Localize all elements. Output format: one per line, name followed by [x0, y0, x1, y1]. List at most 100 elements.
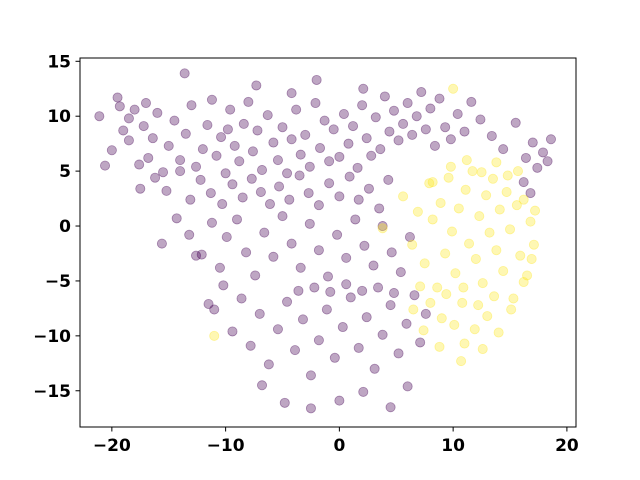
scatter-point [525, 188, 536, 199]
scatter-point [234, 156, 245, 167]
y-tick-label: 15 [47, 52, 71, 72]
scatter-point [334, 151, 345, 162]
scatter-point [384, 126, 395, 137]
scatter-point [515, 250, 526, 261]
scatter-point [338, 109, 349, 120]
scatter-point [415, 281, 426, 292]
scatter-point [361, 312, 372, 323]
scatter-point [321, 304, 332, 315]
scatter-point [476, 167, 487, 178]
scatter-point [450, 268, 461, 279]
scatter-point [184, 229, 195, 240]
scatter-point [247, 146, 258, 157]
scatter-point [138, 121, 149, 132]
scatter-point [440, 248, 451, 259]
scatter-point [466, 96, 477, 107]
scatter-point [489, 291, 500, 302]
scatter-point [506, 304, 517, 315]
scatter-point [508, 293, 519, 304]
scatter-point [393, 348, 404, 359]
x-tick-label: −20 [93, 436, 131, 456]
scatter-point [123, 135, 134, 146]
points-layer [94, 68, 556, 414]
scatter-point [191, 161, 202, 172]
scatter-point [530, 205, 541, 216]
scatter-point [525, 216, 536, 227]
scatter-point [464, 238, 475, 249]
scatter-point [427, 214, 438, 225]
scatter-point [344, 171, 355, 182]
scatter-point [206, 94, 217, 105]
scatter-point [310, 98, 321, 109]
scatter-point [457, 297, 468, 308]
scatter-point [498, 144, 509, 155]
scatter-point [460, 184, 471, 195]
scatter-point [286, 238, 297, 249]
scatter-point [313, 335, 324, 346]
scatter-point [486, 130, 497, 141]
scatter-point [369, 363, 380, 374]
scatter-point [416, 87, 427, 98]
x-tick-label: 20 [555, 436, 579, 456]
scatter-point [175, 166, 186, 177]
scatter-point [216, 132, 227, 143]
scatter-point [268, 251, 279, 262]
scatter-point [452, 109, 463, 120]
scatter-point [243, 96, 254, 107]
scatter-point [329, 352, 340, 363]
y-axis: −15 −10 −5 0 5 10 15 [33, 52, 80, 402]
scatter-point [377, 223, 388, 234]
scatter-point [295, 149, 306, 160]
scatter-point [432, 282, 443, 293]
scatter-point [202, 119, 213, 130]
scatter-point [225, 104, 236, 115]
scatter-point [345, 292, 356, 303]
scatter-point [545, 134, 556, 145]
scatter-point [470, 253, 481, 264]
scatter-point [328, 124, 339, 135]
scatter-point [236, 293, 247, 304]
scatter-point [538, 147, 549, 158]
scatter-point [254, 308, 265, 319]
scatter-point [393, 135, 404, 146]
scatter-point [246, 173, 257, 184]
scatter-point [332, 229, 343, 240]
scatter-point [441, 289, 452, 300]
scatter-point [279, 397, 290, 408]
scatter-point [220, 168, 231, 179]
scatter-point [449, 319, 460, 330]
scatter-point [358, 386, 369, 397]
scatter-point [100, 160, 111, 171]
scatter-point [475, 114, 486, 125]
scatter-point [388, 288, 399, 299]
scatter-point [484, 227, 495, 238]
scatter-point [448, 83, 459, 94]
scatter-point [482, 311, 493, 322]
scatter-point [205, 188, 216, 199]
scatter-point [402, 98, 413, 109]
scatter-point [179, 68, 190, 79]
scatter-point [458, 282, 469, 293]
scatter-point [196, 249, 207, 260]
scatter-point [425, 103, 436, 114]
scatter-point [274, 181, 285, 192]
scatter-point [368, 260, 379, 271]
scatter-point [259, 227, 270, 238]
scatter-point [305, 403, 316, 414]
scatter-point [456, 356, 467, 367]
scatter-point [434, 93, 445, 104]
x-tick-label: −10 [207, 436, 245, 456]
scatter-point [163, 140, 174, 151]
scatter-point [377, 221, 388, 232]
scatter-point [291, 104, 302, 115]
scatter-point [498, 266, 509, 277]
y-tick-label: 0 [59, 217, 71, 237]
scatter-point [424, 178, 435, 189]
scatter-point [427, 177, 438, 188]
scatter-point [461, 155, 472, 166]
scatter-point [429, 140, 440, 151]
scatter-point [511, 200, 522, 211]
scatter-point [112, 92, 123, 103]
scatter-point [300, 129, 311, 140]
scatter-point [542, 156, 553, 167]
